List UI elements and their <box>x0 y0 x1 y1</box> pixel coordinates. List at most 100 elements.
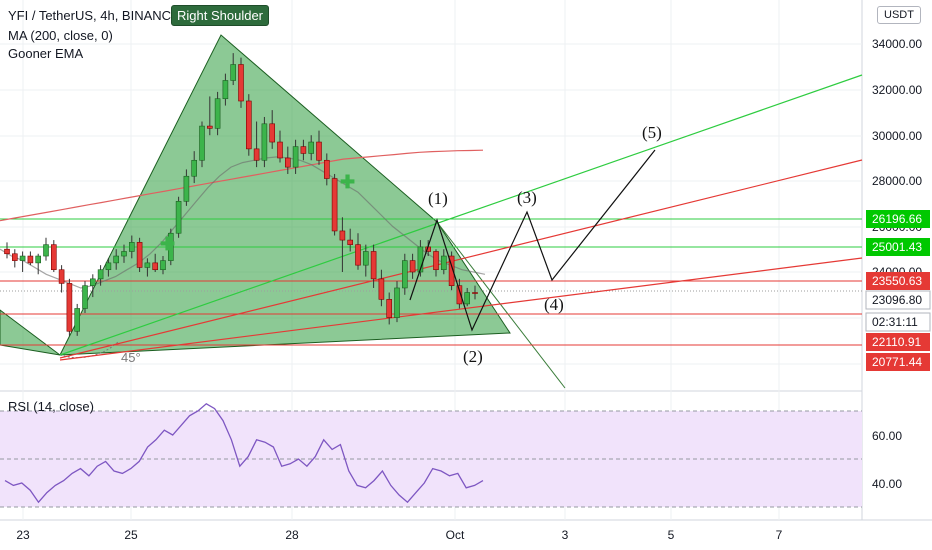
projection-line <box>436 221 566 389</box>
wave-4-label: (4) <box>544 295 564 314</box>
candle-up <box>144 262 151 268</box>
candle-down <box>370 251 377 280</box>
price-tag-box <box>865 312 931 332</box>
candle-down <box>4 248 10 255</box>
candle-down <box>269 123 276 143</box>
candles <box>4 53 478 336</box>
price-tag-box <box>866 333 930 351</box>
candle-down <box>253 148 260 161</box>
indicator-ma200[interactable]: MA (200, close, 0) <box>8 28 113 43</box>
candle-down <box>12 253 18 261</box>
indicator-ema[interactable]: Gooner EMA <box>8 46 84 61</box>
price-tags: 26196.66 25001.43 23550.63 23096.80 02:31:11… <box>865 210 931 371</box>
price-tag-box <box>865 290 931 310</box>
candle-down <box>331 178 338 232</box>
price-tag-label: 20771.44 <box>872 355 922 369</box>
time-tick: 3 <box>562 528 569 542</box>
candle-down <box>386 299 393 318</box>
candle-up <box>175 201 182 234</box>
currency-button[interactable]: USDT <box>877 6 921 24</box>
candle-up <box>129 242 135 252</box>
candle-up <box>394 287 400 318</box>
ma200-line <box>0 149 484 222</box>
candle-up <box>199 125 205 161</box>
left-shoulder-triangle <box>0 309 61 356</box>
price-tag-label: 25001.43 <box>872 240 922 254</box>
candle-up <box>90 278 96 286</box>
symbol-line[interactable]: YFI / TetherUS, 4h, BINANCE <box>8 8 180 23</box>
candle-down <box>58 269 65 284</box>
candle-up <box>417 246 424 273</box>
candle-down <box>316 141 322 161</box>
candle-up <box>401 260 408 289</box>
angle-label: 45° <box>121 350 141 365</box>
candle-down <box>355 244 361 266</box>
candle-down <box>50 244 57 271</box>
candle-up <box>121 251 127 257</box>
candle-down <box>433 251 439 271</box>
candle-up <box>261 123 268 161</box>
candle-up <box>113 255 119 264</box>
candle-down <box>378 278 385 300</box>
rsi-axis: 60.00 40.00 <box>872 429 902 491</box>
candle-down <box>277 141 283 159</box>
time-axis: 23 25 28 Oct 3 5 7 <box>16 528 782 542</box>
time-tick: 28 <box>285 528 299 542</box>
candle-up <box>82 285 88 309</box>
candle-down <box>66 283 73 332</box>
wave-3-label: (3) <box>517 188 537 207</box>
price-tag-box <box>866 210 930 228</box>
rsi-tick: 60.00 <box>872 429 902 443</box>
cross-marker: ✚ <box>160 234 175 254</box>
candle-up <box>222 80 229 100</box>
cross-marker: ✚ <box>340 172 355 192</box>
price-tag-label: 02:31:11 <box>872 315 918 329</box>
candle-up <box>183 175 190 202</box>
pattern-badge[interactable]: Right Shoulder <box>171 5 269 26</box>
green-trendline <box>59 74 863 356</box>
candle-down <box>246 100 252 150</box>
candle-up <box>230 64 236 81</box>
candle-down <box>323 159 330 179</box>
price-tag-box <box>866 238 930 256</box>
candle-down <box>27 255 34 264</box>
price-tag-label: 23550.63 <box>872 274 922 288</box>
candle-up <box>19 255 26 261</box>
red-trendline-lower <box>59 257 863 361</box>
candle-down <box>136 242 143 268</box>
price-tag-box <box>866 353 930 371</box>
candle-down <box>409 260 416 273</box>
time-tick: 23 <box>16 528 30 542</box>
candle-up <box>35 255 42 264</box>
wave-1-label: (1) <box>428 189 448 208</box>
price-tag-label: 26196.66 <box>872 212 922 226</box>
time-tick: Oct <box>446 528 465 542</box>
candle-up <box>168 232 174 261</box>
wave-2-label: (2) <box>463 347 483 366</box>
red-trendline-upper <box>59 159 863 359</box>
time-tick: 5 <box>668 528 675 542</box>
rsi-line <box>4 403 484 504</box>
rsi-tick: 40.00 <box>872 477 902 491</box>
candle-up <box>292 146 299 168</box>
time-tick: 7 <box>776 528 783 542</box>
candle-up <box>97 269 104 280</box>
time-tick: 25 <box>124 528 138 542</box>
candle-down <box>207 125 213 129</box>
candle-up <box>105 262 112 271</box>
candle-down <box>448 255 455 286</box>
price-tick: 32000.00 <box>872 83 922 97</box>
candle-up <box>191 159 197 177</box>
candle-up <box>362 251 369 266</box>
candle-up <box>160 260 166 271</box>
elliott-wave-path <box>409 149 656 332</box>
candle-up <box>214 98 221 129</box>
candle-down <box>152 262 158 271</box>
price-tag-box <box>866 272 930 290</box>
price-tag-label: 22110.91 <box>872 335 921 349</box>
rsi-label[interactable]: RSI (14, close) <box>8 399 94 414</box>
candle-up <box>440 255 447 271</box>
wave-5-label: (5) <box>642 123 662 142</box>
candle-down <box>456 285 463 305</box>
